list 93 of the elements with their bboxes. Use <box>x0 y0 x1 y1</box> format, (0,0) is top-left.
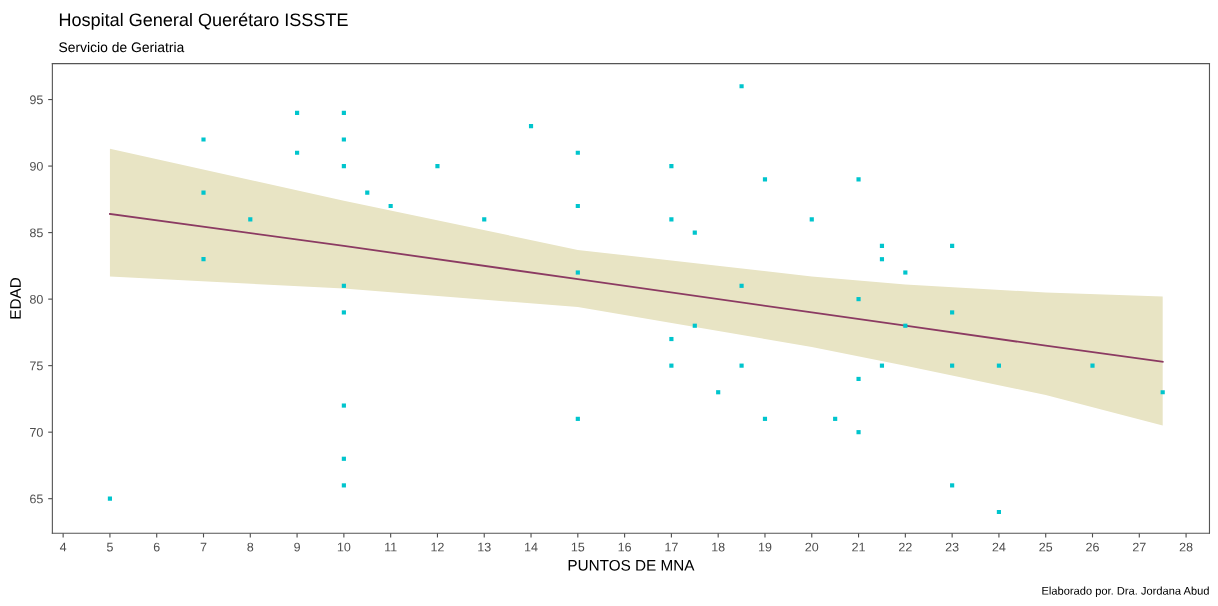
y-tick-label: 75 <box>30 361 43 371</box>
x-tick-label: 17 <box>665 542 678 552</box>
x-tick-label: 27 <box>1132 542 1146 552</box>
x-tick-label: 28 <box>1179 542 1193 552</box>
point <box>482 217 487 222</box>
point <box>716 390 721 395</box>
point <box>903 270 908 275</box>
x-tick-label: 9 <box>294 542 300 552</box>
chart-title: Hospital General Querétaro ISSSTE <box>59 12 348 30</box>
point <box>950 243 955 248</box>
point <box>692 230 697 235</box>
point <box>295 150 300 155</box>
point <box>435 163 440 169</box>
point <box>107 496 113 501</box>
point <box>575 150 580 155</box>
point <box>856 430 861 435</box>
point <box>341 110 346 115</box>
y-tick-label: 90 <box>30 161 43 171</box>
point <box>692 323 697 328</box>
y-tick-label: 95 <box>30 95 43 105</box>
x-tick-label: 8 <box>247 542 254 552</box>
x-tick-label: 14 <box>525 542 538 552</box>
point <box>341 283 346 288</box>
y-tick-label: 70 <box>30 427 43 437</box>
x-tick-label: 7 <box>200 542 207 552</box>
point <box>669 336 674 342</box>
point <box>201 257 206 262</box>
x-tick-label: 21 <box>852 542 865 552</box>
point <box>762 177 768 182</box>
point <box>201 190 206 195</box>
point <box>950 310 955 315</box>
y-tick-label: 80 <box>29 294 43 304</box>
x-tick-label: 5 <box>106 542 113 552</box>
point <box>739 84 744 89</box>
point <box>856 376 861 382</box>
point <box>341 456 346 461</box>
x-tick-label: 15 <box>571 542 585 552</box>
chart-subtitle: Servicio de Geriatria <box>59 42 185 53</box>
point <box>201 137 206 142</box>
point <box>739 283 744 288</box>
x-tick-label: 18 <box>712 542 725 552</box>
point <box>575 416 580 421</box>
point <box>248 217 253 222</box>
point <box>341 137 346 142</box>
point <box>669 217 674 222</box>
point <box>879 257 885 262</box>
point <box>809 217 814 222</box>
line-series <box>109 213 1164 363</box>
point <box>575 203 580 209</box>
x-tick-label: 24 <box>992 542 1006 552</box>
y-tick-label: 65 <box>30 494 43 504</box>
point <box>1090 363 1095 368</box>
text: Elaborado por. Dra. Jordana Abud <box>1042 586 1209 597</box>
point <box>762 416 768 421</box>
point <box>388 203 393 209</box>
point <box>950 363 955 368</box>
point <box>903 323 908 328</box>
x-tick-label: 12 <box>431 542 444 552</box>
x-tick-label: 6 <box>153 542 160 552</box>
x-tick-label: 4 <box>59 542 67 552</box>
x-tick-label: 23 <box>945 542 959 552</box>
y-tick-label: 85 <box>29 228 43 238</box>
point <box>341 163 346 169</box>
x-tick-label: 10 <box>337 542 351 552</box>
point <box>295 110 300 115</box>
point <box>528 124 534 129</box>
x-tick-label: 13 <box>478 542 491 552</box>
point <box>996 509 1002 515</box>
point <box>996 363 1002 368</box>
y-axis-title: EDAD <box>10 277 21 319</box>
x-tick-label: 19 <box>758 542 772 552</box>
point <box>856 297 861 302</box>
x-tick-label: 20 <box>805 542 819 552</box>
x-tick-label: 11 <box>385 542 397 552</box>
point <box>856 177 861 182</box>
x-tick-label: 16 <box>618 542 632 552</box>
point <box>669 363 674 368</box>
point <box>341 483 346 488</box>
point <box>575 270 580 275</box>
x-tick-label: 22 <box>899 542 912 552</box>
point <box>879 363 885 368</box>
x-axis-title: PUNTOS DE MNA <box>568 559 695 571</box>
point <box>341 403 346 408</box>
point <box>341 310 346 315</box>
point <box>1160 390 1165 395</box>
point <box>879 243 885 248</box>
x-tick-label: 25 <box>1039 542 1053 552</box>
point <box>739 363 744 368</box>
point <box>833 416 838 421</box>
point <box>950 483 955 488</box>
point <box>365 190 370 195</box>
x-tick-label: 26 <box>1086 542 1099 552</box>
point <box>669 163 674 169</box>
